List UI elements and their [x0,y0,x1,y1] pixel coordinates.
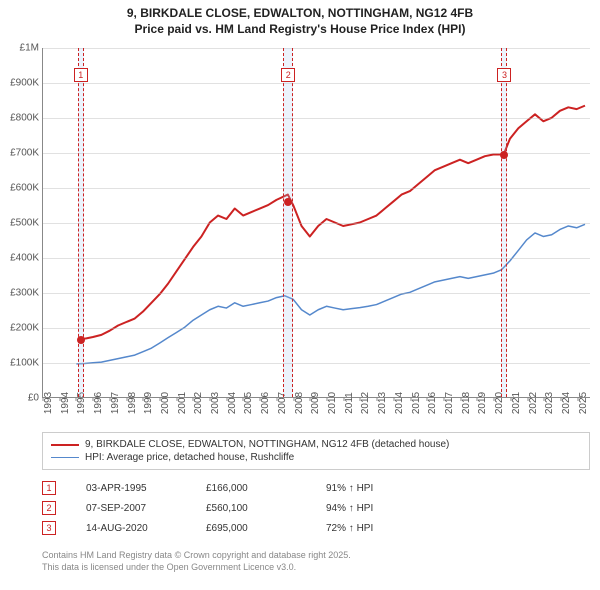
x-axis-label: 2017 [444,392,455,414]
data-row-pct: 91% ↑ HPI [326,483,436,494]
gridline-h [43,48,590,49]
y-axis-label: £1M [20,43,39,54]
y-axis-label: £600K [10,183,39,194]
gridline-h [43,223,590,224]
x-axis-label: 2022 [528,392,539,414]
x-axis-label: 2016 [427,392,438,414]
gridline-h [43,293,590,294]
legend: 9, BIRKDALE CLOSE, EDWALTON, NOTTINGHAM,… [42,432,590,470]
marker-band [78,48,84,397]
x-axis-label: 2001 [177,392,188,414]
attribution-line-1: Contains HM Land Registry data © Crown c… [42,550,590,562]
data-row-price: £560,100 [206,503,296,514]
x-axis-label: 2006 [260,392,271,414]
x-axis-label: 2025 [578,392,589,414]
y-axis-label: £400K [10,253,39,264]
attribution: Contains HM Land Registry data © Crown c… [42,550,590,573]
data-row-date: 03-APR-1995 [86,483,176,494]
data-row-date: 07-SEP-2007 [86,503,176,514]
data-row: 3 14-AUG-2020 £695,000 72% ↑ HPI [42,518,590,538]
y-axis-label: £700K [10,148,39,159]
marker-data-table: 1 03-APR-1995 £166,000 91% ↑ HPI 2 07-SEP-200… [42,478,590,538]
x-axis-label: 2023 [544,392,555,414]
data-row: 2 07-SEP-2007 £560,100 94% ↑ HPI [42,498,590,518]
x-axis-label: 2011 [344,392,355,414]
y-axis-label: £200K [10,323,39,334]
x-axis-label: 1993 [43,392,54,414]
data-row-price: £695,000 [206,523,296,534]
x-axis-label: 1999 [143,392,154,414]
y-axis-label: £800K [10,113,39,124]
marker-dot [77,336,85,344]
marker-band [283,48,293,397]
data-row-number: 2 [42,501,56,515]
y-axis-label: £500K [10,218,39,229]
data-row-number: 3 [42,521,56,535]
title-line-1: 9, BIRKDALE CLOSE, EDWALTON, NOTTINGHAM,… [10,6,590,22]
attribution-line-2: This data is licensed under the Open Gov… [42,562,590,574]
x-axis-label: 2021 [511,392,522,414]
data-row-date: 14-AUG-2020 [86,523,176,534]
x-axis-label: 2005 [243,392,254,414]
gridline-h [43,188,590,189]
gridline-h [43,363,590,364]
y-axis-label: £300K [10,288,39,299]
gridline-h [43,328,590,329]
y-axis-label: £100K [10,358,39,369]
marker-number-box: 2 [281,68,295,82]
x-axis-label: 2014 [394,392,405,414]
x-axis-label: 1998 [127,392,138,414]
x-axis-label: 1996 [93,392,104,414]
legend-swatch [51,444,79,446]
x-axis-label: 2000 [160,392,171,414]
x-axis-label: 2008 [294,392,305,414]
x-axis-label: 2002 [193,392,204,414]
marker-dot [500,151,508,159]
data-row-price: £166,000 [206,483,296,494]
chart-container: 9, BIRKDALE CLOSE, EDWALTON, NOTTINGHAM,… [0,0,600,590]
marker-number-box: 3 [497,68,511,82]
x-axis-label: 1994 [60,392,71,414]
title-line-2: Price paid vs. HM Land Registry's House … [10,22,590,38]
x-axis-label: 2024 [561,392,572,414]
x-axis-label: 1997 [110,392,121,414]
x-axis-label: 2013 [377,392,388,414]
x-axis-label: 2003 [210,392,221,414]
x-axis-label: 2015 [411,392,422,414]
data-row: 1 03-APR-1995 £166,000 91% ↑ HPI [42,478,590,498]
x-axis-label: 2018 [461,392,472,414]
gridline-h [43,83,590,84]
y-axis-label: £0 [28,393,39,404]
chart-title: 9, BIRKDALE CLOSE, EDWALTON, NOTTINGHAM,… [0,0,600,41]
series-hpi [76,224,585,364]
legend-row: HPI: Average price, detached house, Rush… [51,451,581,464]
data-row-number: 1 [42,481,56,495]
data-row-pct: 72% ↑ HPI [326,523,436,534]
marker-band [501,48,507,397]
legend-label: HPI: Average price, detached house, Rush… [85,452,294,463]
data-row-pct: 94% ↑ HPI [326,503,436,514]
x-axis-label: 2010 [327,392,338,414]
gridline-h [43,258,590,259]
gridline-h [43,118,590,119]
x-axis-label: 2019 [477,392,488,414]
x-axis-label: 2004 [227,392,238,414]
legend-swatch [51,457,79,458]
marker-dot [284,198,292,206]
legend-row: 9, BIRKDALE CLOSE, EDWALTON, NOTTINGHAM,… [51,438,581,451]
x-axis-label: 2012 [360,392,371,414]
x-axis-label: 2009 [310,392,321,414]
legend-label: 9, BIRKDALE CLOSE, EDWALTON, NOTTINGHAM,… [85,439,449,450]
plot-area: £0£100K£200K£300K£400K£500K£600K£700K£80… [42,48,590,398]
y-axis-label: £900K [10,78,39,89]
marker-number-box: 1 [74,68,88,82]
